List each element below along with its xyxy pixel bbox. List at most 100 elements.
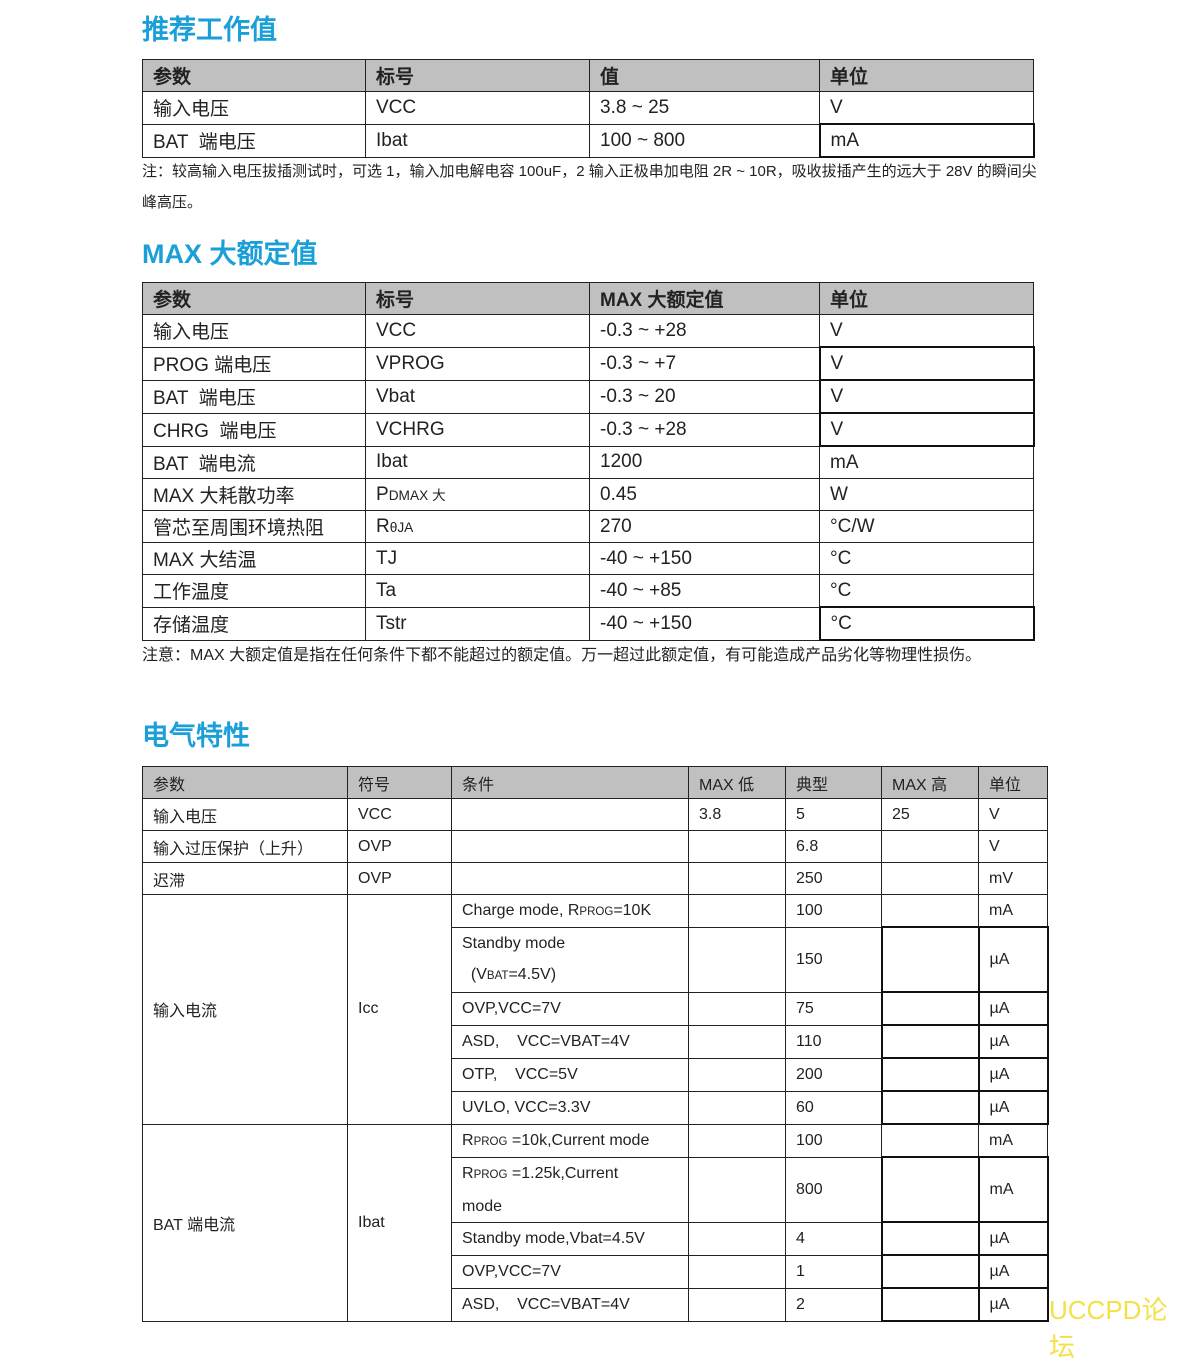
condition-cell: RPROG =1.25k,Current mode	[451, 1156, 689, 1223]
symbol-cell: Ibat	[365, 123, 590, 158]
max-cell	[881, 894, 979, 928]
symbol-cell: Ibat	[365, 445, 590, 479]
heading-absmax: MAX 大额定值	[142, 239, 318, 269]
value-cell: -40 ~ +150	[589, 542, 820, 575]
table-row: UVLO, VCC=3.3V 60 µA	[143, 1090, 1049, 1125]
typ-cell: 60	[785, 1090, 882, 1125]
table-row: 输入电压 VCC 3.8 5 25 V	[142, 798, 1048, 831]
value-cell: 1200	[589, 445, 820, 479]
min-cell	[688, 894, 786, 928]
condition-cell: Standby mode (VBAT=4.5V)	[451, 926, 689, 993]
unit-cell: V	[818, 379, 1035, 414]
unit-cell: V	[818, 412, 1035, 447]
text: =1.25k,Current	[507, 1164, 619, 1182]
subscript: PROG	[579, 905, 614, 918]
condition-cell: Charge mode, RPROG=10K	[451, 894, 689, 928]
min-cell	[688, 1057, 786, 1092]
typ-cell: 4	[785, 1221, 882, 1256]
param-cell: 输入电压	[142, 314, 366, 348]
table-row: ASD, VCC=VBAT=4V 2 µA	[143, 1287, 1049, 1322]
column-header: 单位	[819, 59, 1034, 92]
param-cell: 输入电压	[142, 91, 366, 125]
header-row: 参数 标号 MAX 大额定值 单位	[142, 282, 1034, 315]
table-row: BAT 端电压 Ibat 100 ~ 800 mA	[142, 123, 1035, 158]
header-row: 参数 标号值单位	[142, 59, 1034, 92]
symbol-cell: RθJA	[365, 510, 590, 543]
value-cell: 100 ~ 800	[589, 123, 820, 158]
max-cell	[880, 1090, 980, 1125]
unit-cell: mA	[818, 123, 1035, 158]
text: (V	[462, 965, 487, 983]
condition-cell: OTP, VCC=5V	[451, 1057, 689, 1092]
typ-cell: 2	[785, 1287, 882, 1322]
symbol-cell: VCC	[365, 314, 590, 348]
symbol-cell: OVP	[347, 830, 452, 863]
heading-recommended: 推荐工作值	[142, 15, 277, 45]
text: R	[462, 1164, 474, 1182]
table-row: 输入电流 Icc Charge mode, RPROG=10K 100 mA	[142, 894, 1048, 1125]
param-cell: 输入电压	[142, 798, 348, 831]
max-cell: 25	[881, 798, 979, 831]
table-row: CHRG 端电压 VCHRG -0.3 ~ +28 V	[142, 412, 1035, 447]
unit-cell: W	[819, 478, 1034, 511]
param-cell: BAT 端电流	[142, 1123, 348, 1322]
typ-cell: 5	[785, 798, 882, 831]
subscript: BAT	[486, 969, 509, 982]
typ-cell: 110	[785, 1024, 882, 1059]
table-row: 输入电压 VCC 3.8 ~ 25 V	[142, 91, 1034, 125]
condition-cell	[451, 798, 689, 831]
text: =4.5V)	[508, 965, 557, 983]
column-header: 标号	[365, 59, 590, 92]
text: =10k,Current mode	[507, 1131, 650, 1149]
unit-cell: V	[819, 91, 1034, 125]
typ-cell: 200	[785, 1057, 882, 1092]
unit-cell: V	[978, 798, 1048, 831]
unit-cell: mA	[977, 1156, 1049, 1223]
value-cell: -0.3 ~ 20	[589, 379, 820, 414]
table-row: Standby mode,Vbat=4.5V 4 µA	[143, 1221, 1049, 1256]
param-cell: BAT 端电流	[142, 445, 366, 479]
table-row: 存储温度 Tstr -40 ~ +150 °C	[142, 606, 1035, 641]
max-cell	[880, 1254, 980, 1289]
symbol-cell: VCC	[365, 91, 590, 125]
min-cell	[688, 1221, 786, 1256]
text: R	[376, 515, 390, 537]
condition-cell	[451, 862, 689, 895]
min-cell	[688, 1156, 786, 1223]
param-cell: 工作温度	[142, 574, 366, 608]
typ-cell: 6.8	[785, 830, 882, 863]
symbol-cell: Ta	[365, 574, 590, 608]
subscript: θJA	[389, 519, 414, 535]
param-cell: 迟滞	[142, 862, 348, 895]
value-cell: -40 ~ +85	[589, 574, 820, 608]
max-cell	[881, 1123, 979, 1158]
condition-cell: OVP,VCC=7V	[451, 1254, 689, 1289]
subscript: PROG	[473, 1168, 508, 1181]
column-header: 单位	[978, 766, 1048, 799]
watermark: UCCPD论坛	[1049, 1295, 1168, 1362]
table-row: MAX 大耗散功率 PDMAX 大 0.45 W	[142, 478, 1034, 511]
typ-cell: 250	[785, 862, 882, 895]
min-cell	[688, 1123, 786, 1158]
symbol-cell: Tstr	[365, 606, 590, 641]
column-header: 典型	[785, 766, 882, 799]
condition-cell: ASD, VCC=VBAT=4V	[451, 1024, 689, 1059]
column-header: 单位	[819, 282, 1034, 315]
table-row: 工作温度 Ta -40 ~ +85 °C	[142, 574, 1034, 608]
min-cell	[688, 862, 786, 895]
symbol-cell: VCHRG	[365, 412, 590, 447]
table-row: Standby mode (VBAT=4.5V) 150 µA	[143, 926, 1049, 993]
unit-cell: °C	[818, 606, 1035, 641]
unit-cell: V	[978, 830, 1048, 863]
text: =10K	[613, 901, 652, 919]
text: Charge mode, R	[462, 901, 580, 919]
table-row: OTP, VCC=5V 200 µA	[143, 1057, 1049, 1092]
param-cell: BAT 端电压	[142, 123, 366, 158]
symbol-cell: Icc	[347, 894, 452, 1125]
column-header: 条件	[451, 766, 689, 799]
value-cell: 0.45	[589, 478, 820, 511]
max-cell	[881, 862, 979, 895]
column-header: 参数	[142, 766, 348, 799]
symbol-cell: VCC	[347, 798, 452, 831]
symbol-cell: OVP	[347, 862, 452, 895]
